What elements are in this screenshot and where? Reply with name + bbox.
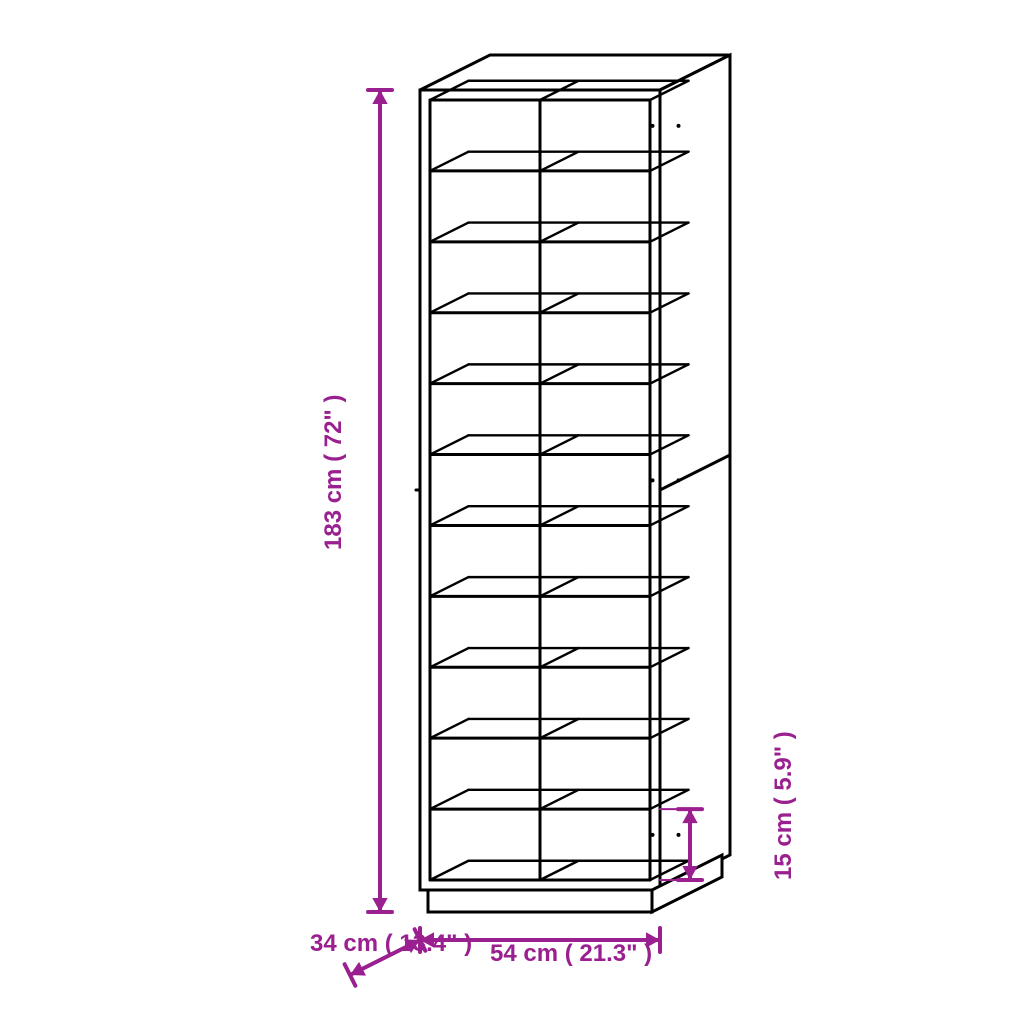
dim-depth-metric: 34 cm [310, 930, 378, 957]
dim-height-imperial: ( 72" ) [320, 395, 347, 462]
diagram-stage: 183 cm ( 72" ) 34 cm ( 13.4" ) 54 cm ( 2… [0, 0, 1024, 1024]
dim-label-depth: 34 cm ( 13.4" ) [310, 930, 472, 959]
dim-label-width: 54 cm ( 21.3" ) [490, 940, 652, 969]
dim-width-imperial: ( 21.3" ) [565, 940, 652, 967]
dim-gap-imperial: ( 5.9" ) [770, 731, 797, 805]
dim-label-height: 183 cm ( 72" ) [320, 395, 349, 550]
dim-label-shelf-gap: 15 cm ( 5.9" ) [770, 731, 799, 880]
dim-height-metric: 183 cm [320, 469, 347, 550]
dim-width-metric: 54 cm [490, 940, 558, 967]
dim-gap-metric: 15 cm [770, 812, 797, 880]
diagram-svg [0, 0, 1024, 1024]
dim-depth-imperial: ( 13.4" ) [385, 930, 472, 957]
